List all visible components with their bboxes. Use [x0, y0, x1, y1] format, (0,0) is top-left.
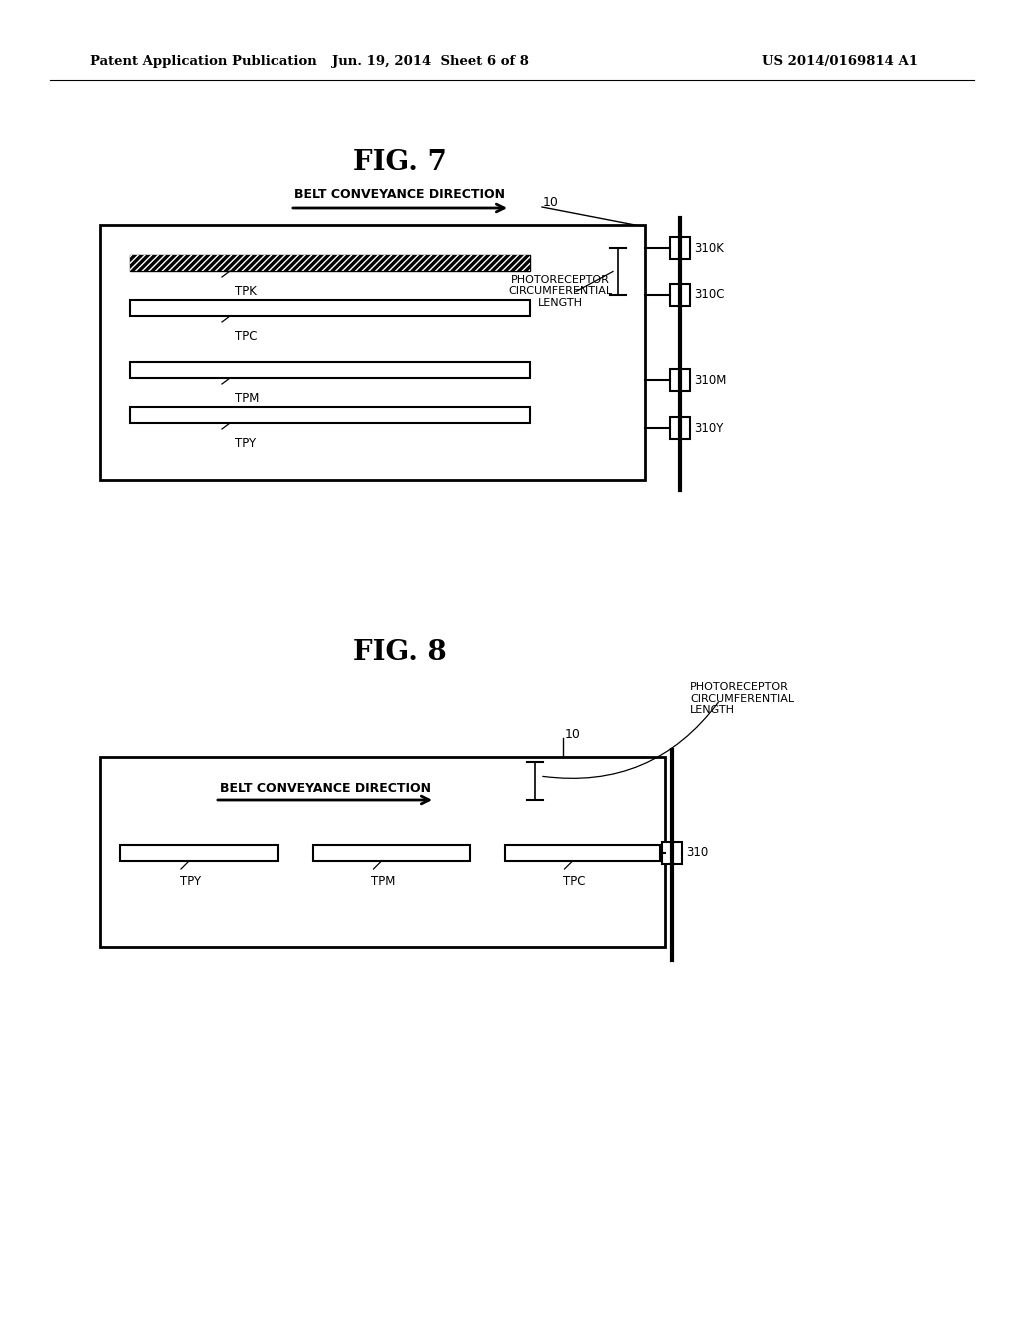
Bar — [130, 255, 530, 271]
Text: Jun. 19, 2014  Sheet 6 of 8: Jun. 19, 2014 Sheet 6 of 8 — [332, 55, 528, 69]
Text: TPY: TPY — [180, 875, 202, 888]
Text: 310: 310 — [686, 846, 709, 859]
Bar — [670, 238, 690, 259]
Text: FIG. 8: FIG. 8 — [353, 639, 446, 665]
Text: PHOTORECEPTOR
CIRCUMFERENTIAL
LENGTH: PHOTORECEPTOR CIRCUMFERENTIAL LENGTH — [508, 275, 612, 308]
Text: FIG. 7: FIG. 7 — [353, 149, 446, 176]
Bar — [670, 417, 690, 440]
Text: PHOTORECEPTOR
CIRCUMFERENTIAL
LENGTH: PHOTORECEPTOR CIRCUMFERENTIAL LENGTH — [690, 682, 795, 715]
Text: 310Y: 310Y — [694, 421, 723, 434]
Bar — [130, 407, 530, 422]
Bar — [100, 756, 665, 946]
Text: 310C: 310C — [694, 289, 725, 301]
Bar — [130, 255, 530, 271]
Text: BELT CONVEYANCE DIRECTION: BELT CONVEYANCE DIRECTION — [295, 189, 506, 202]
Text: Patent Application Publication: Patent Application Publication — [90, 55, 316, 69]
Text: US 2014/0169814 A1: US 2014/0169814 A1 — [762, 55, 918, 69]
Text: BELT CONVEYANCE DIRECTION: BELT CONVEYANCE DIRECTION — [219, 781, 430, 795]
Bar — [670, 370, 690, 391]
Bar — [130, 300, 530, 315]
Text: 10: 10 — [565, 729, 581, 742]
Text: TPY: TPY — [234, 437, 256, 450]
Bar — [670, 284, 690, 306]
Bar — [505, 845, 660, 861]
Text: TPM: TPM — [372, 875, 395, 888]
Bar — [313, 845, 470, 861]
Text: TPK: TPK — [234, 285, 257, 298]
Bar — [130, 362, 530, 378]
Text: TPC: TPC — [563, 875, 586, 888]
Text: 310M: 310M — [694, 374, 726, 387]
Bar — [662, 842, 682, 865]
Bar — [120, 845, 278, 861]
Text: TPM: TPM — [234, 392, 259, 405]
Bar — [100, 224, 645, 480]
Text: TPC: TPC — [234, 330, 257, 343]
Text: 310K: 310K — [694, 242, 724, 255]
Text: 10: 10 — [543, 195, 559, 209]
